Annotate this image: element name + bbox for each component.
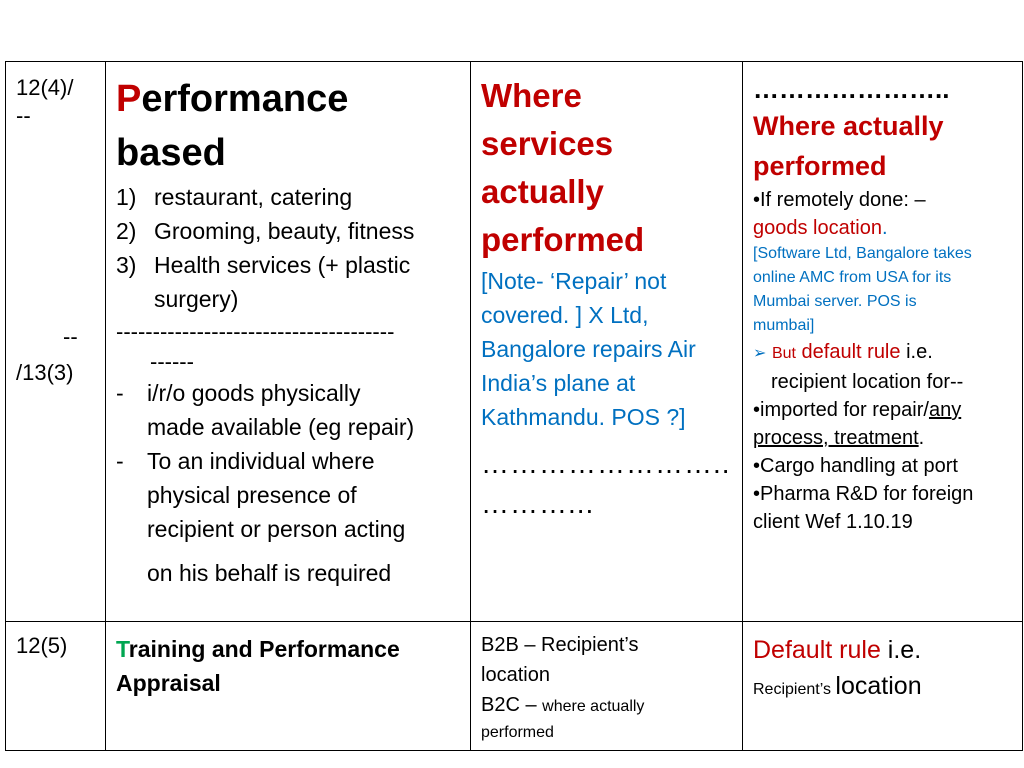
- list-item: - To an individual where: [116, 448, 375, 474]
- list-item: 2) Grooming, beauty, fitness: [116, 218, 415, 244]
- pos-title: Where: [481, 77, 582, 114]
- cargo-line: •Cargo handling at port: [753, 455, 958, 477]
- pos-note: covered. ] X Ltd,: [481, 302, 649, 328]
- pos-note: Bangalore repairs Air: [481, 336, 696, 362]
- section-ref-cell: 12(4)/ -- -- /13(3): [5, 61, 106, 622]
- list-item: - i/r/o goods physically: [116, 380, 361, 406]
- recipient-line: recipient location for--: [771, 371, 964, 393]
- list-item: recipient or person acting: [147, 516, 406, 542]
- software-note: mumbai]: [753, 317, 815, 334]
- dotted-line: ………...: [481, 488, 595, 519]
- software-note: Mumbai server. POS is: [753, 293, 917, 310]
- exception-title: performed: [753, 151, 887, 181]
- dotted-line: ……………………..: [481, 448, 731, 479]
- pos-note: Kathmandu. POS ?]: [481, 404, 686, 430]
- client-line: client Wef 1.10.19: [753, 511, 913, 533]
- default-rule-line: Default rule i.e.: [753, 636, 922, 664]
- slide-table: 12(4)/ -- -- /13(3) Performance based 1)…: [5, 61, 1023, 751]
- service-title-line2: Appraisal: [116, 670, 221, 696]
- recipient-location-line: Recipient’s location: [753, 672, 922, 700]
- service-title: Performance: [116, 78, 349, 120]
- service-description-cell: Training and Performance Appraisal: [105, 621, 471, 751]
- imported-line: •imported for repair/any: [753, 399, 962, 421]
- service-description-cell: Performance based 1) restaurant, caterin…: [105, 61, 471, 622]
- exception-cell: ………………….. Where actually performed •If r…: [742, 61, 1023, 622]
- section-ref: 12(5): [16, 633, 68, 658]
- pos-title: performed: [481, 221, 645, 258]
- section-ref-bottom: /13(3): [16, 360, 74, 385]
- list-item: 1) restaurant, catering: [116, 184, 353, 210]
- place-of-supply-cell: Where services actually performed [Note-…: [470, 61, 743, 622]
- list-item: physical presence of: [147, 482, 357, 508]
- section-ref-cell: 12(5): [5, 621, 106, 751]
- section-ref-top-dash: --: [16, 103, 31, 128]
- exception-cell: Default rule i.e. Recipient’s location: [742, 621, 1023, 751]
- pharma-line: •Pharma R&D for foreign: [753, 483, 974, 505]
- remote-line: •If remotely done: –: [753, 189, 926, 211]
- place-of-supply-cell: B2B – Recipient’s location B2C – where a…: [470, 621, 743, 751]
- b2c-line: B2C – where actually: [481, 694, 645, 716]
- service-title: Training and Performance: [116, 636, 400, 662]
- section-ref-top: 12(4)/: [16, 75, 74, 100]
- dotted-line: …………………..: [753, 74, 950, 104]
- exception-title: Where actually: [753, 111, 944, 141]
- arrow-bullet-icon: ➢: [753, 345, 767, 362]
- list-item: made available (eg repair): [147, 414, 415, 440]
- software-note: online AMC from USA for its: [753, 269, 952, 286]
- pos-note: India’s plane at: [481, 370, 636, 396]
- separator-line: --------------------------------------: [116, 319, 395, 344]
- goods-location-line: goods location.: [753, 217, 888, 239]
- software-note: [Software Ltd, Bangalore takes: [753, 245, 972, 262]
- pos-title: actually: [481, 173, 604, 210]
- b2c-line-cont: performed: [481, 724, 554, 741]
- table-row: 12(5) Training and Performance Appraisal…: [5, 621, 1023, 751]
- service-title-line2: based: [116, 132, 226, 174]
- section-ref-bottom-dash: --: [63, 324, 78, 349]
- list-item-last: on his behalf is required: [147, 560, 392, 586]
- pos-note: [Note- ‘Repair’ not: [481, 268, 667, 294]
- list-item-continuation: surgery): [154, 286, 239, 312]
- pos-title: services: [481, 125, 614, 162]
- separator-line-cont: ------: [150, 349, 194, 374]
- b2b-line: B2B – Recipient’s: [481, 634, 639, 656]
- b2b-line-cont: location: [481, 664, 550, 686]
- process-line: process, treatment.: [753, 427, 925, 449]
- default-rule-line: ➢ But default rule i.e.: [753, 341, 933, 363]
- table-row: 12(4)/ -- -- /13(3) Performance based 1)…: [5, 61, 1023, 622]
- list-item: 3) Health services (+ plastic: [116, 252, 411, 278]
